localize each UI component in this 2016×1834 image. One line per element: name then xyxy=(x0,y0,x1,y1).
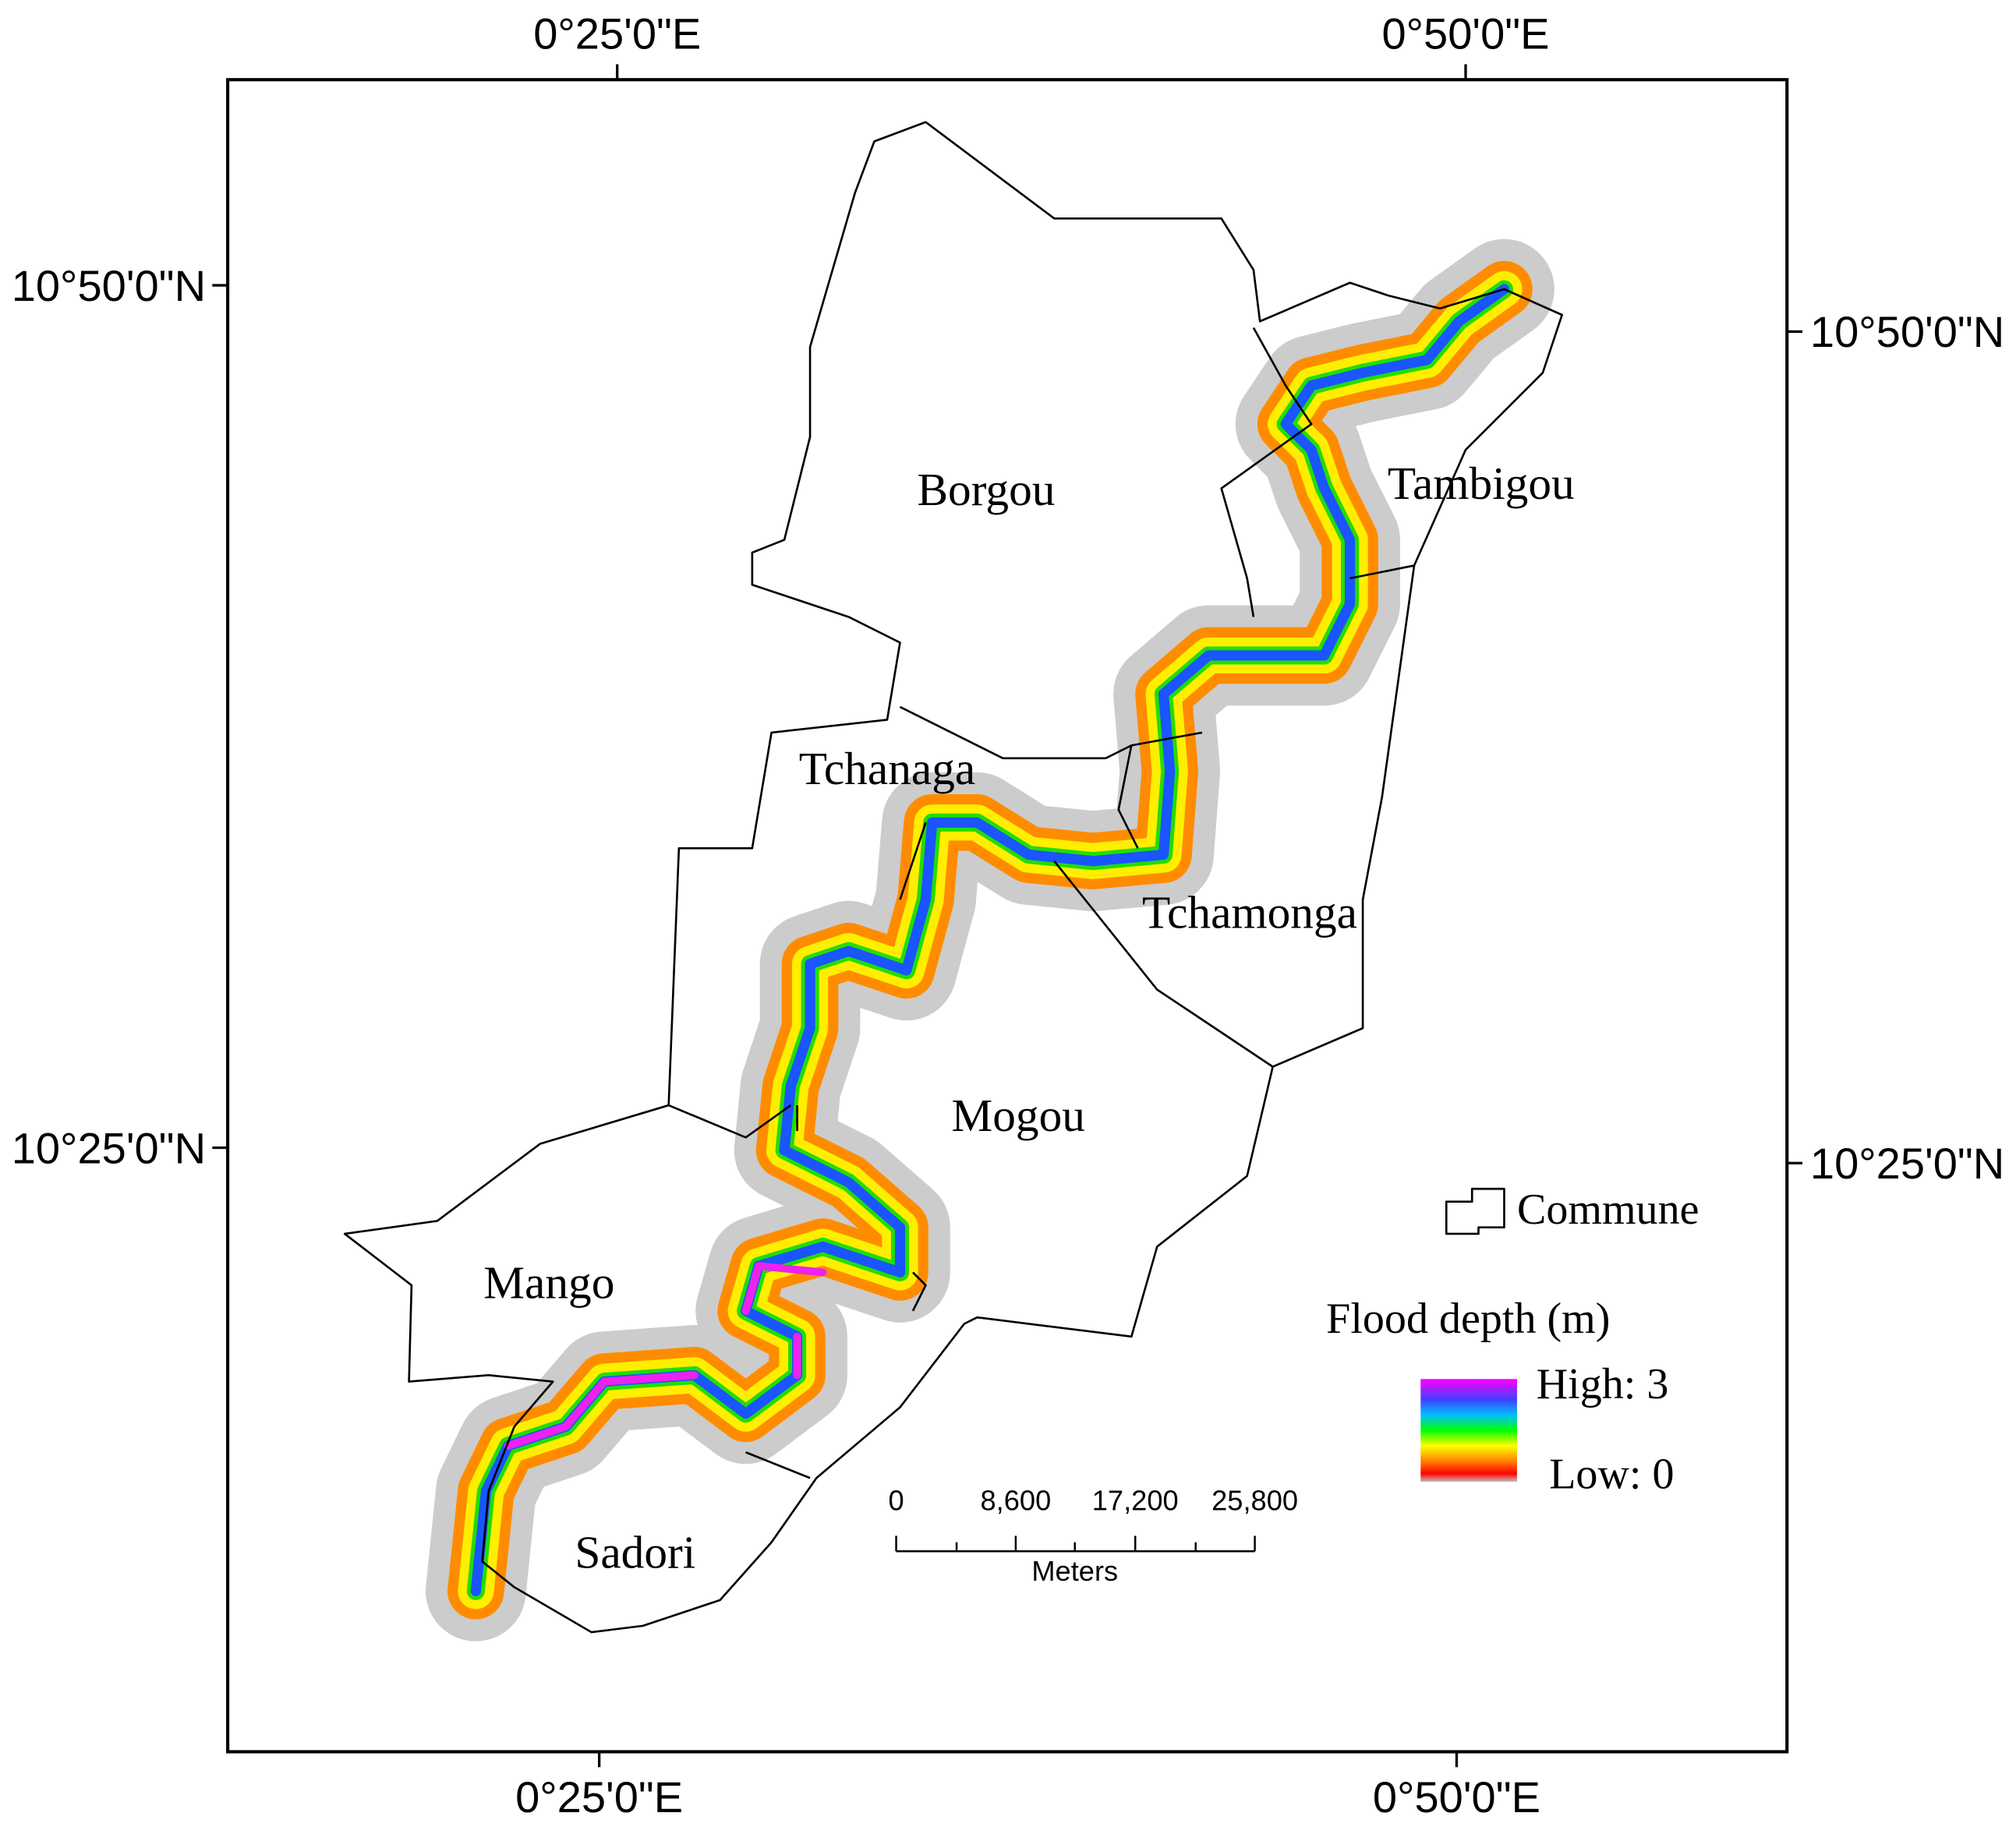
commune-boundaries xyxy=(343,121,1564,1634)
lat-label: 10°25'0"N xyxy=(12,1123,206,1172)
scale-label: 8,600 xyxy=(981,1484,1052,1516)
flood-extent xyxy=(476,239,1504,1591)
legend-title: Flood depth (m) xyxy=(1326,1295,1610,1343)
commune-label: Mango xyxy=(483,1256,614,1308)
commune-label: Sadori xyxy=(575,1527,695,1578)
lon-label: 0°25'0"E xyxy=(515,1772,683,1822)
scale-unit: Meters xyxy=(1031,1555,1118,1587)
commune-label: Tchanaga xyxy=(799,743,976,794)
lat-label: 10°25'0"N xyxy=(1810,1139,2004,1188)
lon-label: 0°50'0"E xyxy=(1381,9,1549,58)
commune-label: Tchamonga xyxy=(1142,887,1357,938)
lon-label: 0°50'0"E xyxy=(1373,1772,1540,1822)
commune-label: Tambigou xyxy=(1388,458,1575,509)
scale-label: 17,200 xyxy=(1092,1484,1179,1516)
legend-low: Low: 0 xyxy=(1549,1450,1674,1498)
lat-label: 10°50'0"N xyxy=(12,261,206,310)
commune-label: Borgou xyxy=(917,464,1055,515)
graticule-ticks xyxy=(212,64,1803,1768)
scale-label: 0 xyxy=(888,1484,904,1516)
scale-label: 25,800 xyxy=(1211,1484,1298,1516)
legend-color-ramp xyxy=(1420,1379,1517,1482)
lat-label: 10°50'0"N xyxy=(1810,307,2004,356)
map-frame xyxy=(226,78,1789,1754)
legend-high: High: 3 xyxy=(1537,1360,1669,1408)
lon-label: 0°25'0"E xyxy=(533,9,701,58)
commune-label: Mogou xyxy=(951,1090,1085,1141)
legend-boundary-symbol xyxy=(1445,1187,1505,1235)
scale-bar xyxy=(895,1535,1256,1553)
legend-label: Commune xyxy=(1517,1186,1699,1234)
